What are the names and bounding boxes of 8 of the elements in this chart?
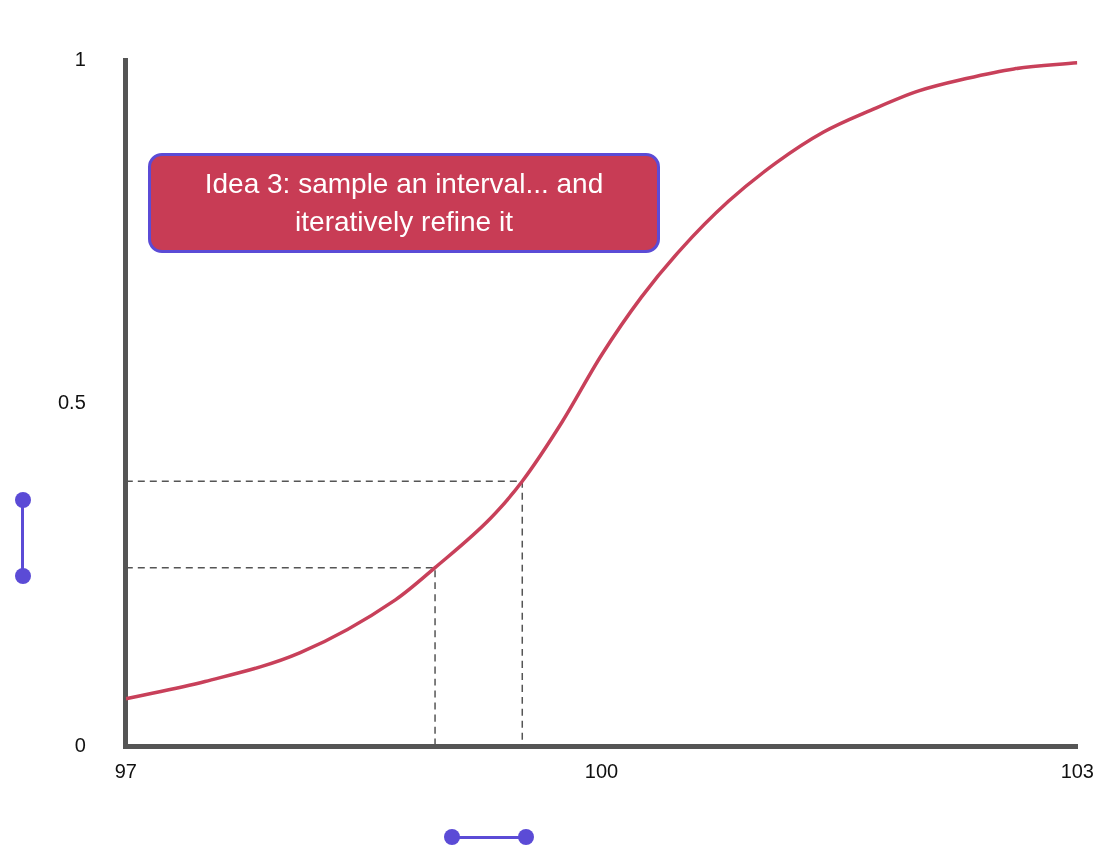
x-tick-label: 97 bbox=[114, 759, 137, 782]
y-tick-label: 1 bbox=[74, 47, 86, 70]
x-tick-label: 100 bbox=[584, 759, 619, 782]
annotation: Idea 3: sample an interval... and iteratively refine it bbox=[203, 167, 605, 239]
line-series bbox=[125, 60, 1078, 701]
y-tick-label: 0 bbox=[74, 733, 86, 756]
y-tick-label: 0.5 bbox=[57, 390, 86, 413]
x-tick-label: 103 bbox=[1060, 759, 1094, 782]
